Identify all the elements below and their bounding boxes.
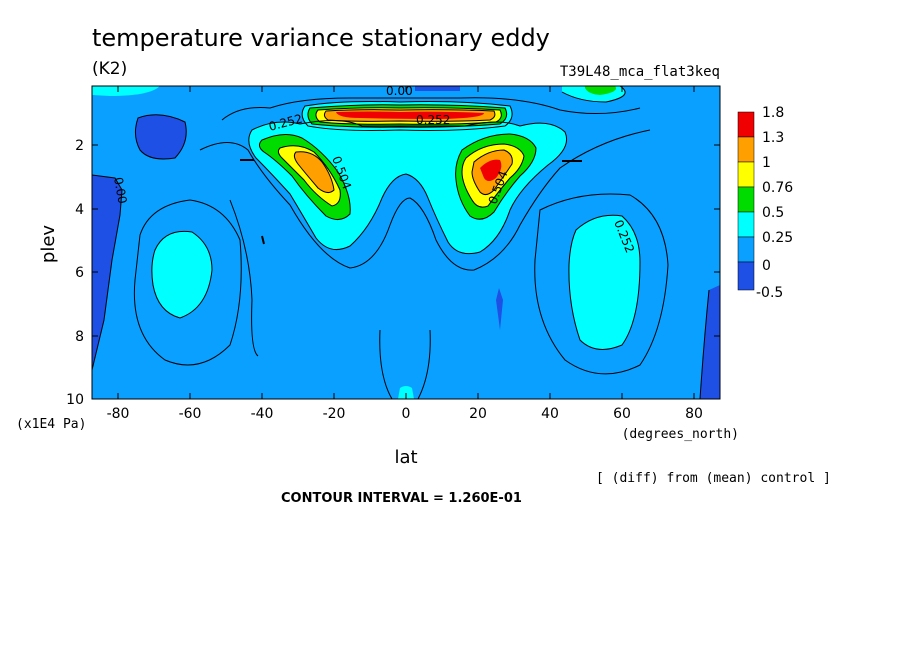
neg-region-left-edge xyxy=(92,175,122,370)
x-axis-label: lat xyxy=(394,447,417,468)
contour-field: 0.00 0.252 0.504 0.252 0.00 0.504 0.252 xyxy=(92,86,720,399)
x-tick-label: -60 xyxy=(179,406,202,422)
neg-region-upper-left xyxy=(135,114,187,159)
legend-swatch xyxy=(737,111,755,138)
contour-line xyxy=(301,101,513,131)
y-tick-label: 8 xyxy=(75,329,84,345)
cyan-blob-left xyxy=(151,231,212,318)
red-upper-band xyxy=(336,111,484,119)
x-tick-label: 80 xyxy=(685,406,703,422)
legend-label: 1.3 xyxy=(762,130,784,146)
contour-line xyxy=(315,107,502,125)
orange-left-peak xyxy=(294,151,334,193)
comparison-note: [ (diff) from (mean) control ] xyxy=(596,471,831,486)
y-tick-label: 10 xyxy=(66,392,84,408)
legend-swatch xyxy=(737,211,755,238)
contour-line xyxy=(568,214,641,350)
red-right-peak xyxy=(480,159,502,181)
contour-line xyxy=(151,230,213,319)
contour-line xyxy=(134,114,187,160)
contour-label: 0.00 xyxy=(111,176,129,205)
contour-line xyxy=(534,193,669,375)
contour-line xyxy=(455,133,537,220)
contour-label: 0.252 xyxy=(416,113,450,127)
contour-interval: CONTOUR INTERVAL = 1.260E-01 xyxy=(281,491,522,506)
y-axis-label: plev xyxy=(38,225,59,264)
legend-swatch xyxy=(737,186,755,213)
cyan-blob-right xyxy=(568,215,640,350)
x-tick-label: 20 xyxy=(469,406,487,422)
contour-line xyxy=(277,145,341,207)
green-top-right xyxy=(585,86,616,95)
contour-line xyxy=(471,149,513,196)
contour-line xyxy=(461,143,525,208)
neg-region-right-edge xyxy=(700,285,720,399)
legend-swatch xyxy=(737,161,755,188)
contour-line xyxy=(323,109,496,122)
y-tick-label: 6 xyxy=(75,265,84,281)
x-tick-label: -40 xyxy=(251,406,274,422)
legend-label: 0.76 xyxy=(762,180,793,196)
neg-region-top xyxy=(415,86,460,91)
contour-line xyxy=(229,199,259,357)
cyan-bottom-center xyxy=(398,386,414,399)
y-axis-units: (x1E4 Pa) xyxy=(16,417,86,432)
contour-line xyxy=(307,104,508,128)
x-tick-label: 60 xyxy=(613,406,631,422)
legend-label: 0.25 xyxy=(762,230,793,246)
color-legend: 1.8 1.3 1 0.76 0.5 0.25 0 -0.5 xyxy=(737,105,793,301)
y-tick-label: 4 xyxy=(75,202,84,218)
neg-region-small xyxy=(496,288,503,330)
y-tick-marks xyxy=(92,144,720,337)
legend-swatch xyxy=(737,136,755,163)
chart-units: (K2) xyxy=(92,59,127,79)
contour-line xyxy=(133,199,242,366)
x-tick-label: -20 xyxy=(323,406,346,422)
contour-lines xyxy=(92,86,710,399)
legend-label: 0.5 xyxy=(762,205,784,221)
x-tick-labels: -80 -60 -40 -20 0 20 40 60 80 xyxy=(107,406,703,422)
legend-label: 1 xyxy=(762,155,771,171)
contour-line xyxy=(221,97,641,121)
x-axis-units: (degrees_north) xyxy=(622,427,739,442)
x-tick-label: 0 xyxy=(402,406,411,422)
legend-swatch xyxy=(737,236,755,263)
y-tick-label: 2 xyxy=(75,138,84,154)
cyan-top-left xyxy=(92,86,160,96)
y-tick-labels: 2 4 6 8 10 xyxy=(66,138,84,408)
contour-line xyxy=(199,129,651,271)
legend-label: 1.8 xyxy=(762,105,784,121)
run-name: T39L48_mca_flat3keq xyxy=(560,64,720,80)
contour-line xyxy=(293,151,335,194)
contour-line xyxy=(258,134,351,220)
contour-line xyxy=(261,235,265,245)
contour-line xyxy=(561,86,626,103)
x-tick-label: 40 xyxy=(541,406,559,422)
legend-swatch xyxy=(737,261,755,291)
contour-line xyxy=(699,289,710,399)
legend-label: -0.5 xyxy=(756,285,783,301)
contour-line xyxy=(417,329,431,399)
x-tick-marks xyxy=(117,86,695,399)
x-tick-label: -80 xyxy=(107,406,130,422)
legend-label: 0 xyxy=(762,258,771,274)
contour-line xyxy=(379,329,393,399)
contour-line xyxy=(92,174,123,371)
chart-title: temperature variance stationary eddy xyxy=(92,24,550,52)
